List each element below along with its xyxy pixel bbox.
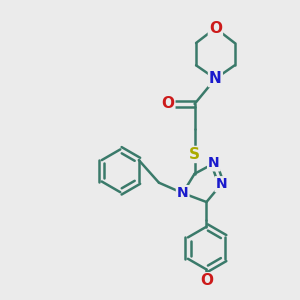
Text: N: N xyxy=(215,177,227,191)
Text: O: O xyxy=(209,21,222,36)
Text: O: O xyxy=(161,96,174,111)
Text: S: S xyxy=(189,147,200,162)
Text: N: N xyxy=(209,71,222,86)
Text: N: N xyxy=(177,186,188,200)
Text: N: N xyxy=(208,156,220,170)
Text: O: O xyxy=(200,273,213,288)
